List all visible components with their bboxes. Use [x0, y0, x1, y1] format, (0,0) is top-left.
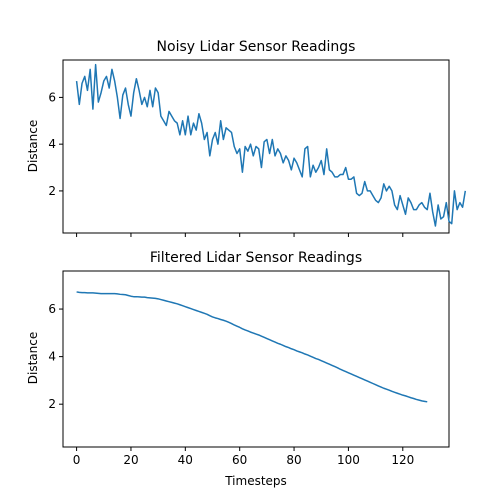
- noisy-chart-plot-area: [62, 59, 450, 234]
- filtered-chart-x-tick-label: 40: [178, 453, 193, 467]
- filtered-chart-x-tick-label: 0: [73, 453, 81, 467]
- filtered-chart-x-axis-label: Timesteps: [224, 474, 287, 488]
- filtered-chart-x-tick-label: 60: [232, 453, 247, 467]
- noisy-chart-y-tick-label: 4: [48, 137, 56, 151]
- filtered-chart-y-axis-label: Distance: [26, 332, 40, 384]
- filtered-chart-x-tick-label: 100: [337, 453, 360, 467]
- filtered-chart-y-tick-label: 4: [48, 350, 56, 364]
- noisy-chart-y-tick-label: 6: [48, 90, 56, 104]
- filtered-chart-y-tick-label: 6: [48, 302, 56, 316]
- filtered-chart-y-tick-label: 2: [48, 397, 56, 411]
- noisy-chart-y-axis-label: Distance: [26, 120, 40, 172]
- filtered-chart-plot-area: [62, 270, 450, 448]
- noisy-chart-series-line: [75, 63, 467, 227]
- filtered-chart-panel: Filtered Lidar Sensor Readings Distance …: [26, 250, 450, 488]
- filtered-chart-x-tick-label: 20: [123, 453, 138, 467]
- noisy-chart-panel: Noisy Lidar Sensor Readings Distance 2 4 6: [26, 39, 467, 237]
- filtered-chart-series-line: [76, 291, 428, 403]
- filtered-chart-title: Filtered Lidar Sensor Readings: [150, 250, 362, 266]
- noisy-chart-title: Noisy Lidar Sensor Readings: [157, 39, 356, 55]
- filtered-chart-x-tick-label: 120: [391, 453, 414, 467]
- filtered-chart-x-tick-label: 80: [286, 453, 301, 467]
- noisy-chart-y-tick-label: 2: [48, 184, 56, 198]
